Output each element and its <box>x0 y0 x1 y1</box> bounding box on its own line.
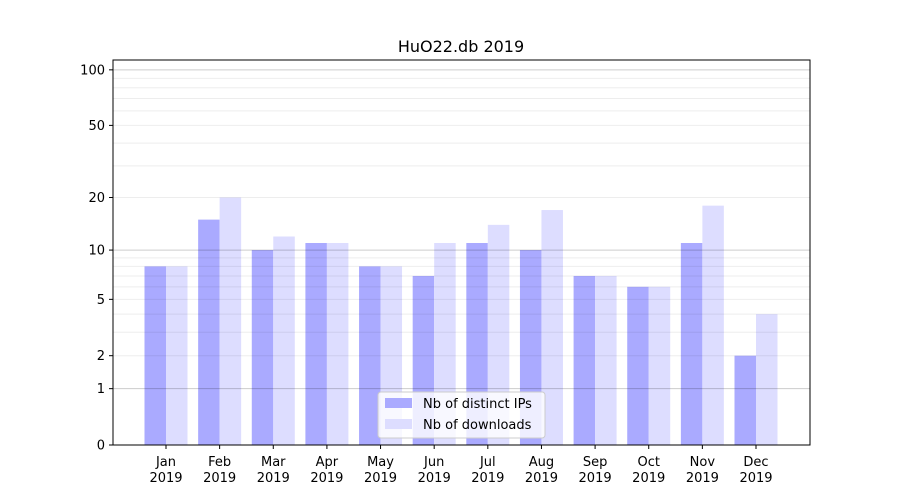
bar-distinct-ips <box>305 243 327 445</box>
legend-box <box>377 391 546 439</box>
bar-distinct-ips <box>359 266 381 445</box>
legend: Nb of distinct IPs Nb of downloads <box>377 391 546 439</box>
x-tick-label-month: Feb <box>208 455 231 470</box>
x-tick-label-year: 2019 <box>686 471 719 486</box>
bar-distinct-ips <box>680 243 703 445</box>
bar-distinct-ips <box>573 275 596 445</box>
x-tick-label-year: 2019 <box>257 471 290 486</box>
y-tick-label: 50 <box>88 119 105 134</box>
chart-title: HuO22.db 2019 <box>398 37 524 56</box>
x-tick-label-month: May <box>367 455 394 470</box>
x-tick-label-month: Nov <box>690 455 716 470</box>
x-tick-label-month: Oct <box>637 455 659 470</box>
x-tick-label-month: Apr <box>316 455 339 470</box>
bar-downloads <box>595 275 617 445</box>
x-tick-label-year: 2019 <box>149 471 182 486</box>
x-tick-label-month: Jan <box>155 455 176 470</box>
bar-downloads <box>326 243 349 445</box>
y-tick-label: 5 <box>97 293 105 308</box>
x-tick-label-year: 2019 <box>471 471 504 486</box>
x-tick-label-year: 2019 <box>632 471 665 486</box>
x-tick-label-month: Dec <box>743 455 768 470</box>
bar-distinct-ips <box>627 286 649 445</box>
x-tick-label-month: Jul <box>479 455 496 470</box>
x-tick-label-year: 2019 <box>364 471 397 486</box>
x-tick-label-year: 2019 <box>525 471 558 486</box>
x-tick-label-month: Jun <box>423 455 444 470</box>
x-tick-label-month: Mar <box>261 455 286 470</box>
bar-downloads <box>487 224 510 445</box>
x-tick-label-year: 2019 <box>203 471 236 486</box>
y-tick-label: 0 <box>97 439 105 454</box>
bar-downloads <box>648 286 671 445</box>
legend-swatch <box>385 398 412 408</box>
x-tick-label-year: 2019 <box>579 471 612 486</box>
bar-downloads <box>273 236 295 445</box>
x-tick-label-month: Sep <box>583 455 608 470</box>
x-tick-label-year: 2019 <box>418 471 451 486</box>
bar-downloads <box>702 205 724 445</box>
x-tick-label-month: Aug <box>529 455 554 470</box>
legend-swatch <box>385 419 412 429</box>
y-tick-label: 1 <box>97 382 105 397</box>
legend-label: Nb of distinct IPs <box>423 397 532 412</box>
x-tick-label-year: 2019 <box>310 471 343 486</box>
bar-distinct-ips <box>734 355 756 445</box>
bar-downloads <box>756 314 778 445</box>
y-tick-label: 100 <box>80 63 105 78</box>
bar-downloads <box>166 266 188 445</box>
y-tick-label: 2 <box>97 349 105 364</box>
plot-frame <box>112 59 811 446</box>
x-tick-label-year: 2019 <box>739 471 772 486</box>
bar-distinct-ips <box>251 250 274 445</box>
bar-distinct-ips <box>144 266 166 445</box>
legend-label: Nb of downloads <box>423 418 532 433</box>
bar-distinct-ips <box>198 219 220 445</box>
bar-downloads <box>219 197 242 445</box>
y-tick-label: 10 <box>88 244 105 259</box>
y-tick-label: 20 <box>88 191 105 206</box>
bar-downloads <box>541 210 563 445</box>
